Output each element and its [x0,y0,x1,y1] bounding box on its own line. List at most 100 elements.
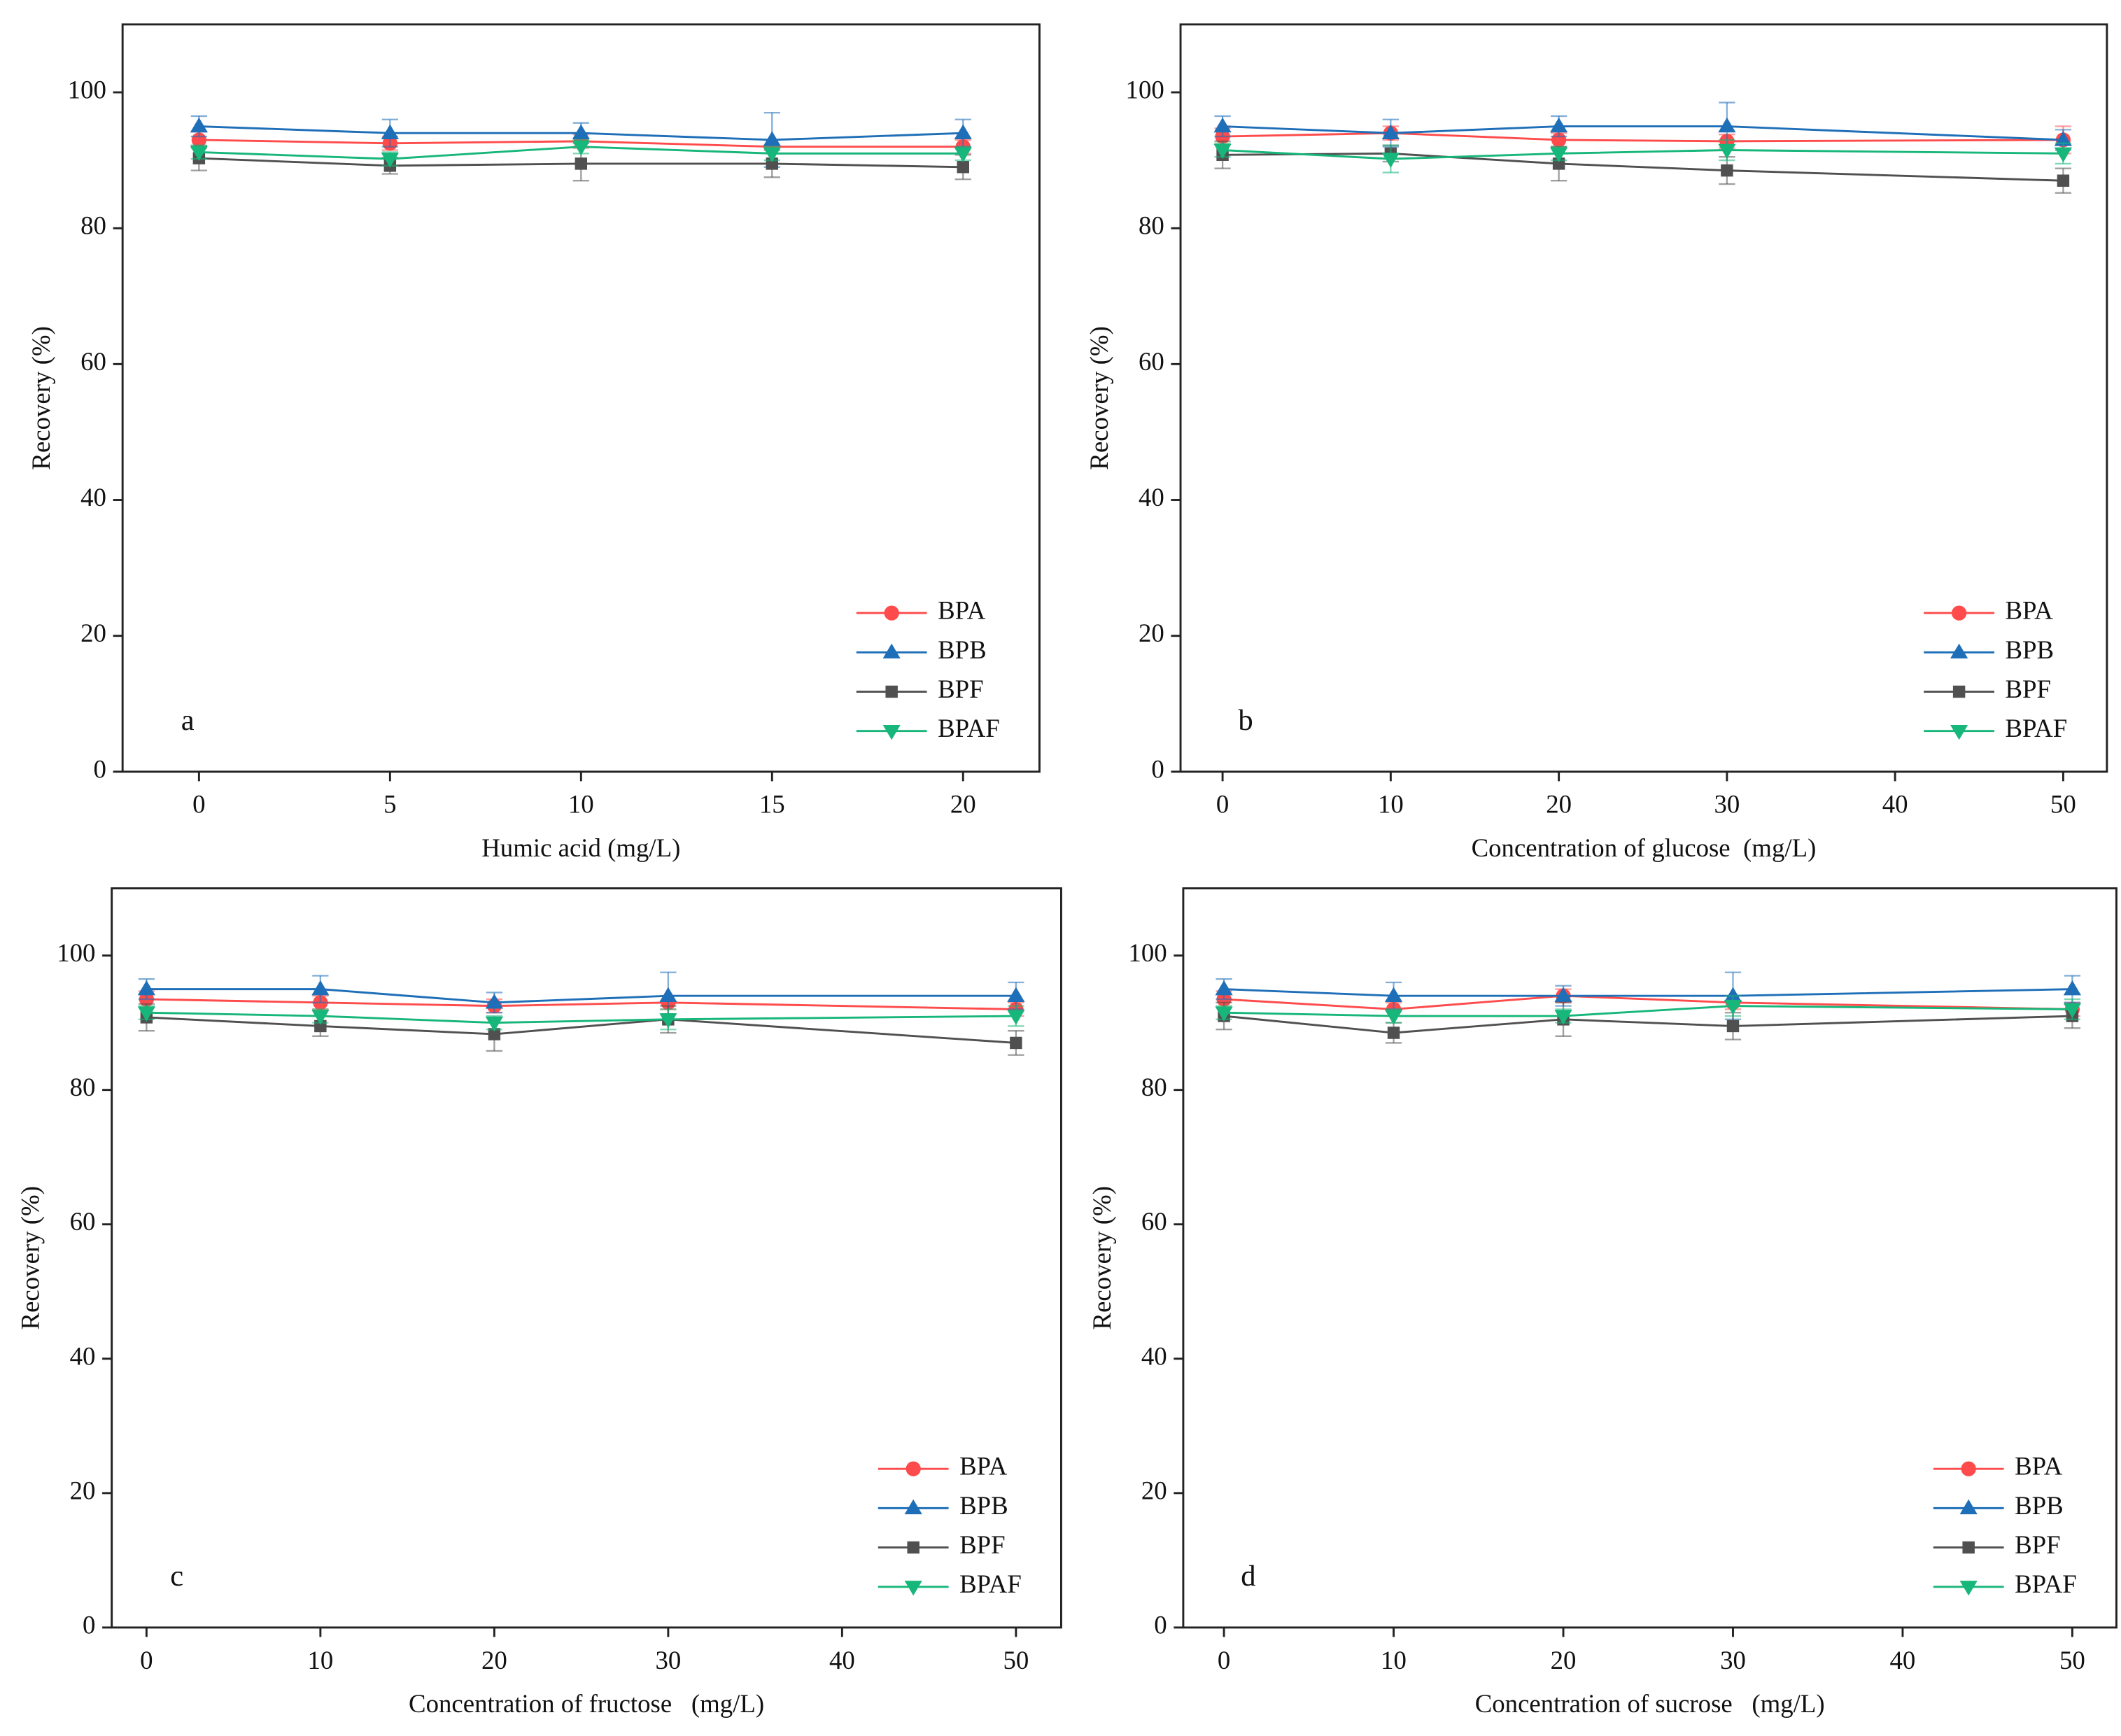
x-tick-label: 0 [1216,790,1229,819]
x-tick-label: 10 [568,790,594,819]
marker [1387,1026,1400,1039]
legend-marker [1950,725,1968,740]
y-axis-label: Recovery (%) [16,1186,45,1329]
y-tick-label: 60 [70,1207,96,1236]
marker [1718,117,1736,133]
marker [1550,147,1568,162]
x-tick-label: 50 [2059,1646,2085,1674]
y-tick-label: 80 [1139,211,1164,240]
panel-label: d [1241,1560,1255,1593]
legend-label: BPAF [959,1569,1022,1598]
legend-marker [1959,1581,1978,1596]
y-tick-label: 60 [80,347,106,376]
legend-label: BPAF [938,714,1000,742]
y-tick-label: 40 [1139,483,1164,511]
y-tick-label: 20 [1141,1476,1167,1504]
marker [2054,147,2073,162]
x-tick-label: 40 [1882,790,1908,819]
marker [1010,1036,1022,1050]
legend-label: BPA [2015,1452,2063,1481]
x-tick-label: 10 [307,1646,333,1674]
x-tick-label: 15 [759,790,785,819]
legend-label: BPF [938,675,984,703]
marker [190,146,208,162]
x-tick-label: 20 [1551,1646,1577,1674]
legend-marker [904,1581,922,1596]
series-line [146,1011,1016,1024]
legend-marker [882,643,901,659]
legend-marker [1961,1461,1976,1476]
legend-label: BPB [938,635,987,664]
marker [763,147,781,162]
plot-frame [111,887,1062,1629]
y-tick-label: 40 [80,483,106,511]
x-tick-label: 30 [655,1646,681,1674]
marker [1384,1010,1403,1025]
panel-label: b [1238,704,1253,737]
marker [1554,987,1572,1002]
marker [659,987,677,1002]
y-tick-label: 60 [1139,347,1164,376]
marker [485,1016,503,1032]
y-tick-label: 20 [1139,619,1164,647]
marker [381,124,399,139]
x-axis-label: Concentration of glucose (mg/L) [1472,833,1817,862]
legend-label: BPF [2015,1530,2061,1559]
marker [1215,1006,1233,1022]
marker [1384,987,1403,1002]
marker [1213,117,1232,133]
x-tick-label: 0 [1218,1646,1230,1674]
x-tick-label: 40 [829,1646,855,1674]
y-tick-label: 20 [70,1476,96,1504]
marker [659,1013,677,1029]
marker [1381,124,1400,139]
x-tick-label: 10 [1378,790,1404,819]
legend-label: BPA [938,596,986,625]
marker [137,1006,155,1022]
marker [2054,131,2073,146]
y-tick-label: 40 [1141,1341,1167,1370]
legend-label: BPB [2015,1491,2064,1520]
x-axis-label: Concentration of sucrose (mg/L) [1475,1689,1825,1718]
legend-marker [1951,605,1967,621]
marker [1724,987,1742,1002]
y-tick-label: 100 [1128,938,1167,967]
x-tick-label: 0 [192,790,205,819]
marker [572,124,590,139]
marker [381,153,399,168]
legend-label: BPF [2006,675,2052,703]
x-tick-label: 20 [950,790,976,819]
marker [1726,1019,1740,1033]
x-axis-label: Humic acid (mg/L) [481,833,680,862]
y-tick-label: 40 [70,1341,96,1370]
y-tick-label: 80 [70,1073,96,1101]
y-tick-label: 80 [1141,1073,1167,1101]
x-axis-label: Concentration of fructose (mg/L) [409,1689,764,1718]
y-tick-label: 0 [94,754,106,783]
marker [1007,1010,1025,1025]
marker [1721,164,1733,177]
legend-label: BPB [959,1491,1008,1520]
marker [763,131,781,146]
y-tick-label: 0 [1154,1610,1167,1639]
panel-label: a [181,704,195,737]
legend-marker [885,685,898,698]
series-line [1224,988,2073,997]
marker [1718,143,1736,160]
marker [954,124,972,139]
marker [1550,117,1568,133]
marker [957,161,969,174]
legend-label: BPAF [2006,714,2068,742]
y-tick-label: 0 [83,1610,95,1639]
legend-marker [1950,643,1968,659]
marker [1554,1010,1572,1025]
legend-label: BPF [959,1530,1006,1559]
marker [1215,980,1233,996]
y-tick-label: 0 [1151,754,1164,783]
marker [137,980,155,996]
legend-marker [884,605,899,621]
marker [311,1010,330,1025]
x-tick-label: 30 [1720,1646,1746,1674]
marker [575,157,588,170]
